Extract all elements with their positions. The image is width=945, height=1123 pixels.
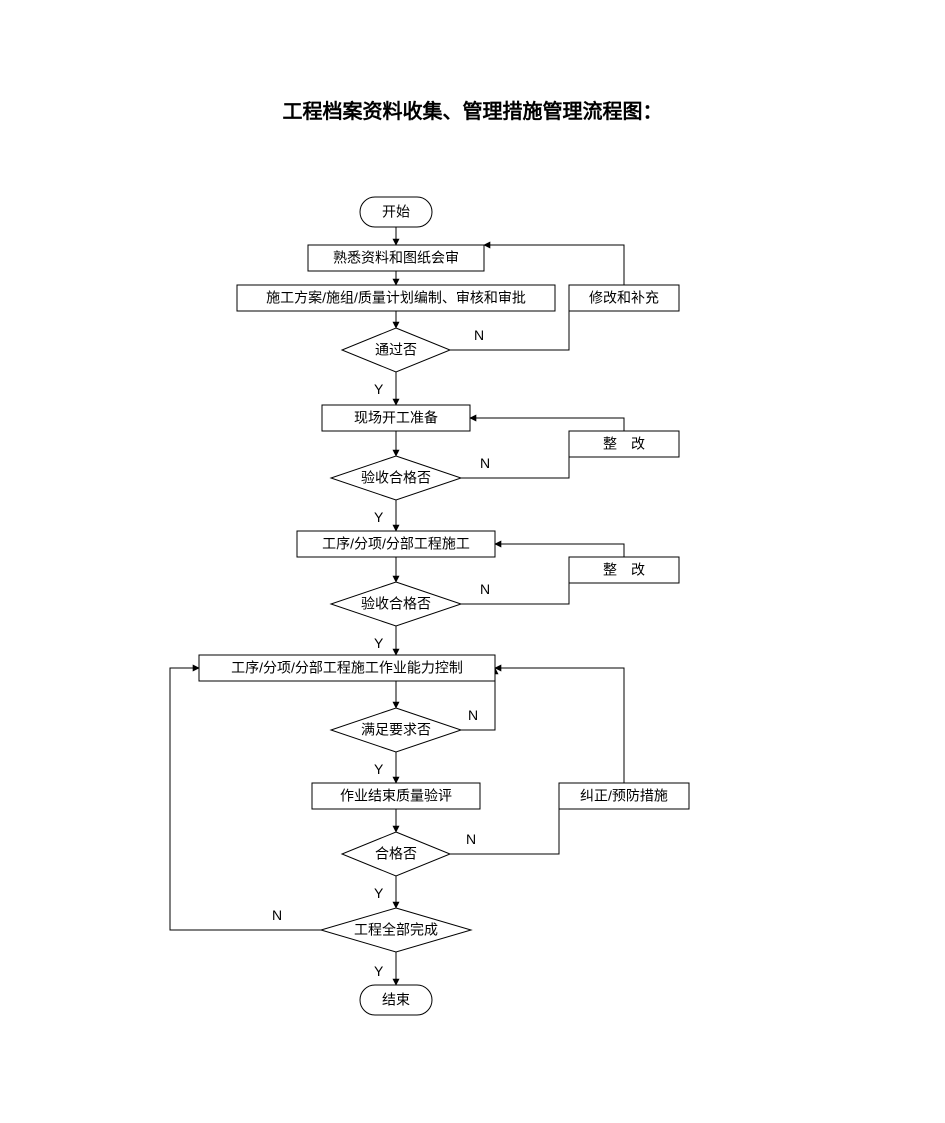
node-zg1: 整 改 <box>569 431 679 457</box>
flow-connector <box>461 570 569 604</box>
edge-label: N <box>468 707 478 723</box>
node-start: 开始 <box>360 197 432 227</box>
node-fix1: 修改和补充 <box>569 285 679 311</box>
node-d1: 通过否 <box>342 328 450 372</box>
edge-label: Y <box>374 381 384 397</box>
node-n4: 工序/分项/分部工程施工 <box>297 531 495 557</box>
node-label: 熟悉资料和图纸会审 <box>333 250 459 266</box>
node-label: 工程全部完成 <box>354 922 438 938</box>
node-n5: 工序/分项/分部工程施工作业能力控制 <box>199 655 495 681</box>
edge-label: N <box>466 831 476 847</box>
edge-label: Y <box>374 509 384 525</box>
node-label: 开始 <box>382 204 410 220</box>
flow-connector <box>470 418 624 431</box>
node-label: 工序/分项/分部工程施工 <box>322 536 470 552</box>
node-n3: 现场开工准备 <box>322 405 470 431</box>
node-label: 修改和补充 <box>589 290 659 306</box>
node-zg2: 整 改 <box>569 557 679 583</box>
node-label: 现场开工准备 <box>354 410 438 426</box>
node-d3: 验收合格否 <box>331 582 461 626</box>
node-label: 整 改 <box>603 436 645 452</box>
edge-label: Y <box>374 885 384 901</box>
flow-connector <box>495 668 624 783</box>
edge-label: Y <box>374 761 384 777</box>
flow-connector <box>461 444 569 478</box>
node-label: 作业结束质量验评 <box>340 788 452 804</box>
node-label: 施工方案/施组/质量计划编制、审核和审批 <box>266 290 526 306</box>
node-n1: 熟悉资料和图纸会审 <box>308 245 484 271</box>
node-d5: 合格否 <box>342 832 450 876</box>
edge-label: Y <box>374 963 384 979</box>
edge-label: N <box>474 327 484 343</box>
edge-label: Y <box>374 635 384 651</box>
node-end: 结束 <box>360 985 432 1015</box>
node-n2: 施工方案/施组/质量计划编制、审核和审批 <box>237 285 555 311</box>
node-label: 结束 <box>382 992 410 1008</box>
node-n6: 作业结束质量验评 <box>312 783 480 809</box>
node-label: 工序/分项/分部工程施工作业能力控制 <box>231 660 463 676</box>
node-label: 通过否 <box>375 342 417 358</box>
node-label: 验收合格否 <box>361 470 431 486</box>
node-d6: 工程全部完成 <box>321 908 471 952</box>
node-label: 验收合格否 <box>361 596 431 612</box>
edge-label: N <box>272 907 282 923</box>
node-d2: 验收合格否 <box>331 456 461 500</box>
flowchart-canvas: N Y N Y N Y N Y N Y N Y 开始熟悉资料和图纸会审施工方案/施组/质量计划编制、审… <box>0 0 945 1123</box>
edge-label: N <box>480 581 490 597</box>
node-label: 整 改 <box>603 562 645 578</box>
node-d4: 满足要求否 <box>331 708 461 752</box>
node-label: 满足要求否 <box>361 722 431 738</box>
node-label: 合格否 <box>375 846 417 862</box>
edge-label: N <box>480 455 490 471</box>
flow-connector <box>495 544 624 557</box>
flow-connector <box>170 668 321 930</box>
flow-connector <box>484 245 624 285</box>
node-fix2: 纠正/预防措施 <box>559 783 689 809</box>
node-label: 纠正/预防措施 <box>580 788 668 804</box>
